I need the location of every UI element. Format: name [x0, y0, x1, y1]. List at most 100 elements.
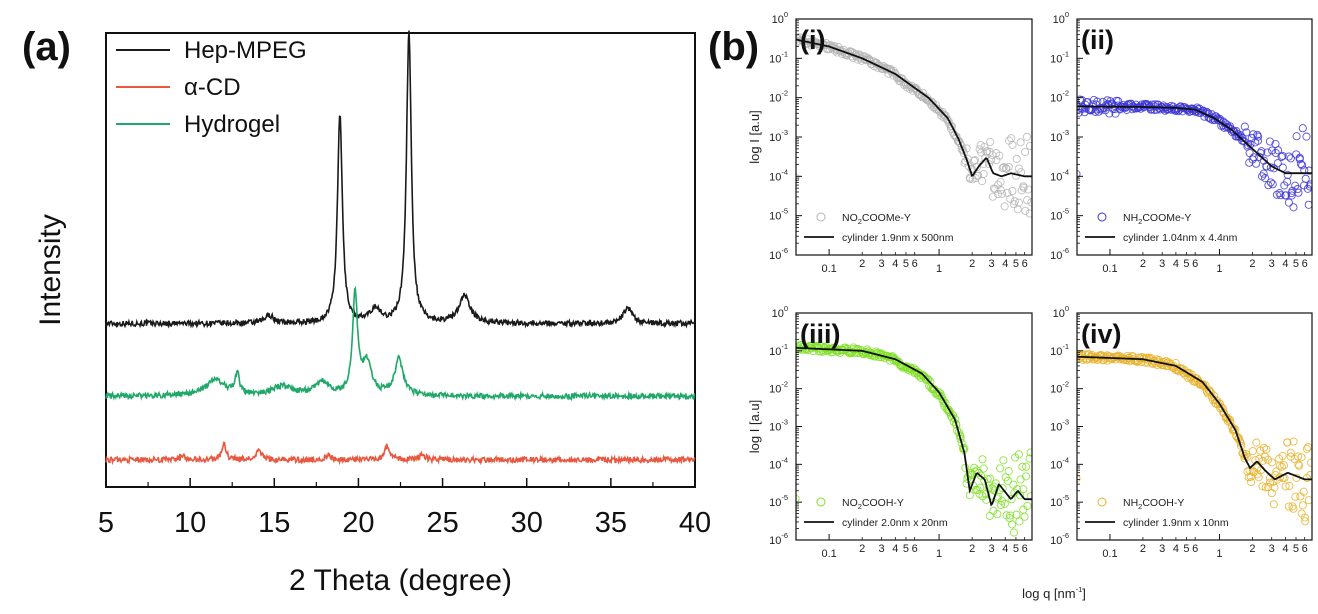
saxs-x-tick-label: 5 — [1183, 258, 1189, 270]
saxs-data-point — [1006, 194, 1015, 203]
saxs-data-point — [1254, 132, 1263, 141]
saxs-plot-frame — [795, 18, 1033, 256]
saxs-x-tick-label: 2 — [969, 543, 975, 555]
saxs-y-tick-label: 100 — [772, 10, 788, 26]
saxs-y-tick-label: 10-5 — [1050, 207, 1069, 223]
saxs-data-point — [1012, 510, 1021, 519]
saxs-x-tick-label: 5 — [903, 258, 909, 270]
saxs-x-tick-label: 4 — [892, 258, 898, 270]
saxs-y-tick-label: 10-4 — [1050, 455, 1069, 471]
saxs-data-point — [1077, 169, 1081, 179]
saxs-y-tick-label: 10-3 — [1050, 128, 1069, 144]
saxs-x-axis-title: log q [nm-1] — [1022, 585, 1086, 601]
saxs-data-point — [1301, 174, 1310, 183]
saxs-data-point — [1008, 140, 1017, 149]
xrd-x-axis-title: 2 Theta (degree) — [289, 564, 512, 597]
saxs-data-point — [1093, 97, 1102, 106]
saxs-data-point — [1020, 512, 1029, 521]
saxs-y-tick-label: 10-6 — [769, 531, 788, 547]
saxs-data-point — [978, 177, 987, 186]
saxs-y-tick-label: 100 — [1053, 304, 1069, 320]
xrd-x-tick-label: 15 — [258, 507, 290, 539]
saxs-data-point — [939, 396, 948, 405]
saxs-data-point — [1295, 461, 1304, 470]
saxs-data-point — [1025, 209, 1032, 218]
saxs-data-point — [974, 468, 983, 477]
saxs-data-point — [1003, 476, 1012, 485]
saxs-data-point — [1270, 483, 1279, 492]
saxs-data-point — [1026, 141, 1032, 150]
saxs-fit-line — [796, 38, 1032, 178]
xrd-x-tick-label: 10 — [174, 507, 206, 539]
saxs-x-tick-label: 4 — [1002, 258, 1008, 270]
saxs-data-group — [796, 32, 1032, 218]
saxs-x-tick-label: 1 — [936, 548, 942, 560]
saxs-data-point — [1148, 359, 1157, 368]
saxs-x-tick-label: 2 — [1140, 258, 1146, 270]
saxs-data-point — [988, 192, 997, 201]
saxs-data-point — [1284, 152, 1293, 161]
saxs-y-tick-label: 10-2 — [1050, 380, 1069, 396]
saxs-data-point — [1106, 97, 1115, 106]
saxs-x-tick-label: 4 — [1282, 543, 1288, 555]
saxs-legend-fit-label: cylinder 2.0nm x 20nm — [842, 517, 948, 529]
saxs-legend-data-label: NO2COOH-Y — [842, 497, 904, 511]
saxs-x-tick-label: 0.1 — [1102, 548, 1117, 560]
saxs-data-point — [1258, 482, 1267, 491]
saxs-x-tick-label: 5 — [1293, 543, 1299, 555]
saxs-y-tick-label: 10-5 — [769, 207, 788, 223]
saxs-data-point — [1006, 511, 1015, 520]
saxs-data-point — [1281, 191, 1291, 200]
saxs-fit-line — [796, 346, 1032, 507]
saxs-data-point — [1016, 138, 1025, 147]
saxs-y-tick-label: 100 — [1053, 10, 1069, 26]
saxs-data-point — [1114, 97, 1123, 106]
saxs-data-point — [1302, 132, 1311, 141]
saxs-data-point — [1103, 96, 1112, 105]
saxs-data-group — [1077, 350, 1312, 526]
saxs-data-point — [1004, 467, 1013, 476]
saxs-x-tick-label: 3 — [1159, 258, 1165, 270]
xrd-x-tick-label: 35 — [595, 507, 627, 539]
saxs-data-point — [1272, 190, 1281, 199]
saxs-y-tick-label: 100 — [772, 304, 788, 320]
saxs-data-point — [1265, 478, 1275, 487]
saxs-data-point — [1253, 130, 1262, 139]
saxs-y-axis-title: log I [a.u] — [747, 400, 762, 453]
saxs-data-point — [986, 474, 995, 483]
saxs-data-point — [1248, 447, 1257, 456]
saxs-y-tick-label: 10-3 — [1050, 418, 1069, 434]
saxs-data-point — [1014, 450, 1023, 459]
saxs-data-point — [1302, 444, 1311, 453]
saxs-data-point — [1278, 151, 1287, 160]
saxs-data-point — [1185, 369, 1194, 378]
saxs-x-tick-label: 4 — [892, 543, 898, 555]
saxs-panel-label: (i) — [800, 25, 825, 55]
saxs-x-tick-label: 1 — [1216, 548, 1222, 560]
saxs-data-point — [1286, 448, 1295, 457]
saxs-x-tick-label: 6 — [1192, 543, 1198, 555]
saxs-data-point — [1288, 186, 1297, 195]
saxs-data-point — [1217, 403, 1226, 412]
saxs-data-point — [991, 184, 1000, 194]
saxs-data-point — [1000, 499, 1009, 508]
saxs-y-tick-label: 10-3 — [769, 418, 788, 434]
saxs-legend-marker — [1097, 497, 1107, 507]
saxs-data-point — [1264, 181, 1273, 190]
saxs-data-point — [1276, 191, 1285, 200]
saxs-data-point — [952, 420, 961, 429]
panel-label-b: (b) — [708, 25, 759, 69]
saxs-x-tick-label: 6 — [1022, 258, 1028, 270]
saxs-x-tick-label: 6 — [912, 543, 918, 555]
saxs-data-point — [1254, 473, 1263, 482]
saxs-data-point — [1298, 161, 1307, 170]
saxs-data-point — [980, 142, 989, 152]
saxs-x-tick-label: 0.1 — [821, 548, 836, 560]
saxs-x-tick-label: 2 — [1249, 543, 1255, 555]
saxs-x-tick-label: 2 — [1140, 543, 1146, 555]
saxs-data-point — [1269, 500, 1278, 509]
saxs-data-point — [1263, 148, 1272, 157]
saxs-x-tick-label: 6 — [1022, 543, 1028, 555]
saxs-data-point — [1294, 188, 1303, 197]
panel-label-a: (a) — [22, 25, 71, 69]
